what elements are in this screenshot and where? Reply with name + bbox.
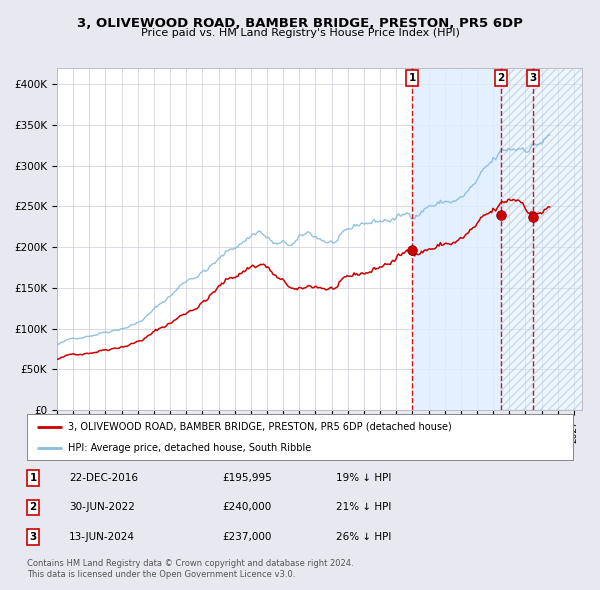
Text: 1: 1 xyxy=(29,473,37,483)
Text: 19% ↓ HPI: 19% ↓ HPI xyxy=(336,473,391,483)
Text: 3: 3 xyxy=(529,73,536,83)
Text: £237,000: £237,000 xyxy=(222,532,271,542)
Text: 3, OLIVEWOOD ROAD, BAMBER BRIDGE, PRESTON, PR5 6DP: 3, OLIVEWOOD ROAD, BAMBER BRIDGE, PRESTO… xyxy=(77,17,523,30)
Text: £195,995: £195,995 xyxy=(222,473,272,483)
Text: 26% ↓ HPI: 26% ↓ HPI xyxy=(336,532,391,542)
Text: £240,000: £240,000 xyxy=(222,503,271,512)
Text: 2: 2 xyxy=(497,73,505,83)
Bar xyxy=(412,68,501,410)
Text: 13-JUN-2024: 13-JUN-2024 xyxy=(69,532,135,542)
Text: 21% ↓ HPI: 21% ↓ HPI xyxy=(336,503,391,512)
Bar xyxy=(501,68,600,410)
Text: 30-JUN-2022: 30-JUN-2022 xyxy=(69,503,135,512)
Text: This data is licensed under the Open Government Licence v3.0.: This data is licensed under the Open Gov… xyxy=(27,571,295,579)
Text: 1: 1 xyxy=(409,73,416,83)
Text: Contains HM Land Registry data © Crown copyright and database right 2024.: Contains HM Land Registry data © Crown c… xyxy=(27,559,353,568)
Text: 22-DEC-2016: 22-DEC-2016 xyxy=(69,473,138,483)
Text: 2: 2 xyxy=(29,503,37,512)
Text: 3: 3 xyxy=(29,532,37,542)
Text: 3, OLIVEWOOD ROAD, BAMBER BRIDGE, PRESTON, PR5 6DP (detached house): 3, OLIVEWOOD ROAD, BAMBER BRIDGE, PRESTO… xyxy=(68,422,452,432)
Text: Price paid vs. HM Land Registry's House Price Index (HPI): Price paid vs. HM Land Registry's House … xyxy=(140,28,460,38)
Text: HPI: Average price, detached house, South Ribble: HPI: Average price, detached house, Sout… xyxy=(68,442,311,453)
